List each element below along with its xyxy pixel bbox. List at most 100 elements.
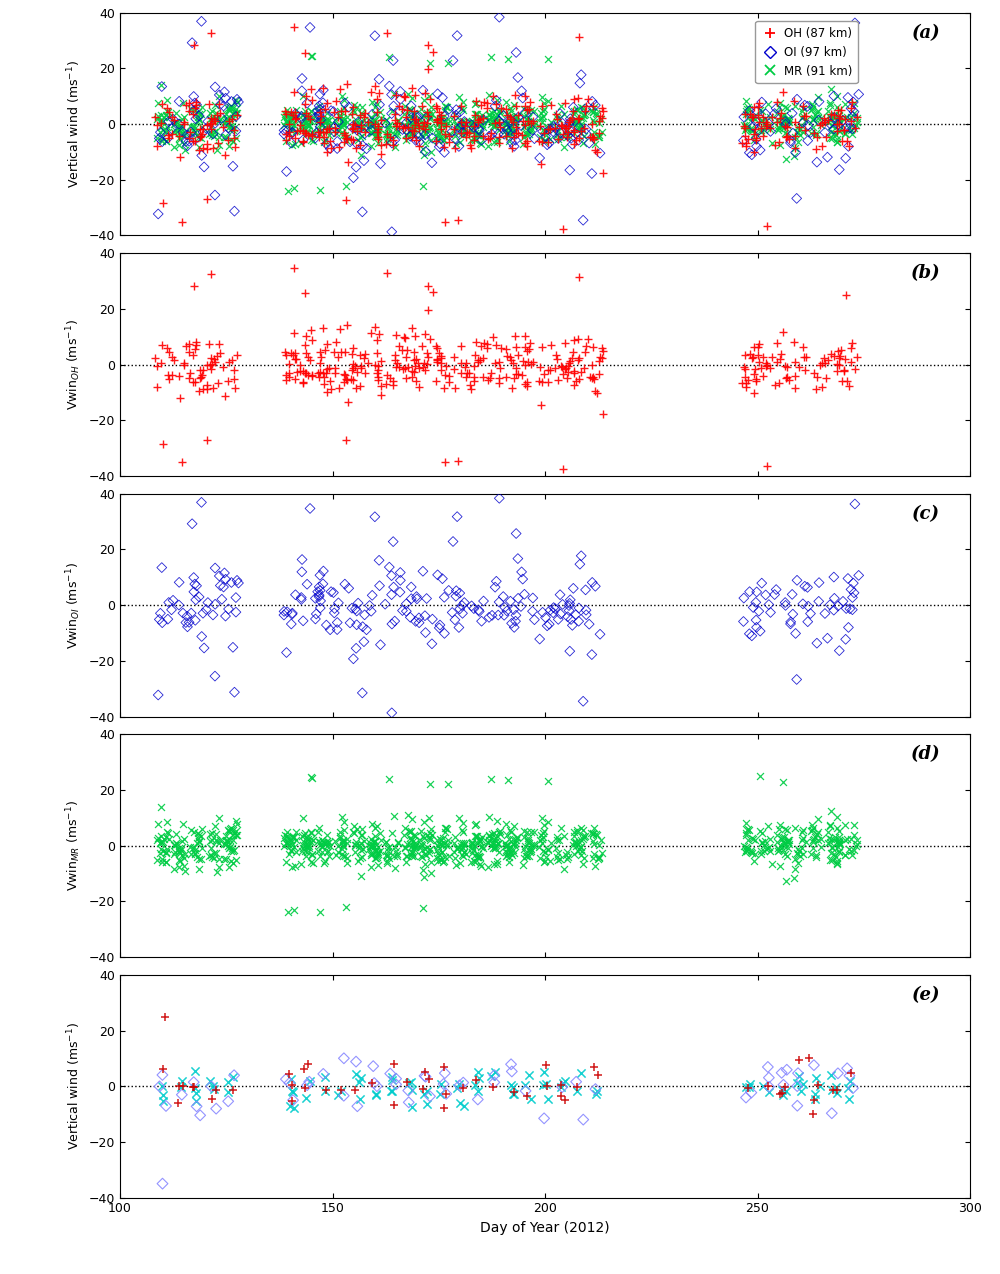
Point — [749, 136, 765, 157]
Point — [218, 831, 234, 851]
Point — [760, 116, 776, 136]
Point — [297, 283, 313, 303]
Point — [808, 1068, 824, 1088]
Point — [756, 841, 772, 861]
Point — [173, 116, 189, 136]
Point — [310, 101, 326, 121]
Point — [406, 101, 422, 121]
Point — [594, 348, 610, 368]
Point — [781, 108, 797, 129]
Point — [279, 104, 295, 125]
Point — [515, 855, 531, 875]
Point — [531, 837, 547, 857]
Point — [739, 841, 755, 861]
Point — [314, 837, 330, 857]
Point — [155, 433, 171, 454]
Point — [357, 124, 373, 144]
Point — [467, 815, 483, 836]
Point — [571, 107, 587, 127]
Point — [783, 612, 799, 632]
Point — [752, 45, 768, 65]
Point — [286, 827, 302, 847]
Point — [829, 854, 845, 874]
Point — [453, 840, 469, 860]
Point — [575, 107, 591, 127]
Point — [319, 334, 335, 354]
Point — [560, 362, 576, 382]
Point — [407, 355, 423, 376]
Point — [587, 1079, 603, 1099]
Point — [283, 614, 299, 634]
Point — [332, 104, 348, 125]
Point — [767, 135, 783, 155]
Point — [312, 112, 328, 132]
Point — [388, 357, 404, 377]
Point — [505, 840, 521, 860]
Point — [491, 8, 507, 28]
Point — [827, 827, 843, 847]
Point — [370, 120, 386, 140]
Point — [558, 117, 574, 138]
Point — [401, 1092, 417, 1112]
Point — [414, 836, 430, 856]
Point — [760, 815, 776, 836]
Point — [301, 115, 317, 135]
Point — [831, 106, 847, 126]
Point — [532, 116, 548, 136]
Point — [466, 355, 482, 376]
Point — [464, 832, 480, 852]
Point — [310, 110, 326, 130]
Point — [218, 125, 234, 145]
Point — [387, 104, 403, 125]
Point — [466, 851, 482, 871]
Point — [283, 120, 299, 140]
Point — [208, 829, 224, 850]
Point — [193, 11, 209, 32]
Point — [500, 834, 516, 855]
Point — [188, 335, 204, 355]
Point — [278, 131, 294, 152]
Point — [453, 353, 469, 373]
Point — [185, 345, 201, 366]
Point — [744, 842, 760, 862]
Point — [287, 368, 303, 389]
Point — [751, 120, 767, 140]
Point — [327, 358, 343, 378]
Point — [573, 837, 589, 857]
Point — [229, 571, 245, 591]
Point — [419, 353, 435, 373]
Point — [454, 98, 470, 118]
Point — [416, 89, 432, 110]
Point — [278, 852, 294, 873]
Point — [448, 99, 464, 120]
Point — [746, 364, 762, 385]
Point — [507, 111, 523, 131]
Point — [171, 850, 187, 870]
Y-axis label: Vertical wind (ms$^{-1}$): Vertical wind (ms$^{-1}$) — [66, 60, 83, 189]
Point — [397, 116, 413, 136]
Point — [221, 111, 237, 131]
Point — [336, 372, 352, 392]
Point — [304, 122, 320, 143]
Point — [440, 108, 456, 129]
Point — [830, 99, 846, 120]
Point — [304, 122, 320, 143]
Point — [181, 334, 197, 354]
Point — [199, 355, 215, 376]
Point — [152, 832, 168, 852]
Point — [523, 1089, 539, 1110]
Point — [464, 596, 480, 617]
Point — [335, 112, 351, 132]
Point — [353, 866, 369, 887]
Point — [154, 848, 170, 869]
Point — [479, 334, 495, 354]
Point — [308, 122, 324, 143]
Point — [471, 110, 487, 130]
Point — [470, 1061, 486, 1082]
Point — [225, 841, 241, 861]
Point — [828, 1078, 844, 1098]
Point — [315, 573, 331, 594]
Point — [474, 106, 490, 126]
Point — [543, 833, 559, 854]
Point — [220, 819, 236, 840]
